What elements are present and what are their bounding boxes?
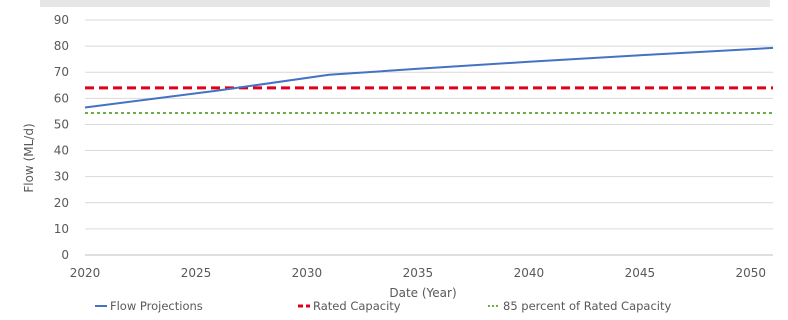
y-tick-label-90: 90 — [54, 13, 69, 27]
cropped-title-band — [40, 0, 770, 7]
y-tick-label-50: 50 — [54, 117, 69, 131]
legend-label-2: Rated Capacity — [313, 299, 401, 313]
y-tick-label-10: 10 — [54, 222, 69, 236]
x-axis-ticks: 2020 2025 2030 2035 2040 2045 2050 — [70, 266, 766, 280]
x-tick-label-2045: 2045 — [625, 266, 656, 280]
series-line-flow-projections — [84, 46, 774, 109]
y-tick-label-40: 40 — [54, 144, 69, 158]
y-axis-ticks: 0 10 20 30 40 50 60 70 80 90 — [54, 13, 69, 262]
legend-label-1: Flow Projections — [110, 299, 203, 313]
x-tick-label-2025: 2025 — [181, 266, 212, 280]
x-tick-label-2035: 2035 — [403, 266, 434, 280]
x-tick-label-2020: 2020 — [70, 266, 101, 280]
x-axis-title: Date (Year) — [389, 286, 456, 300]
legend: Flow Projections Rated Capacity 85 percent… — [95, 299, 672, 313]
y-tick-label-30: 30 — [54, 170, 69, 184]
y-tick-label-80: 80 — [54, 39, 69, 53]
x-tick-label-2040: 2040 — [514, 266, 545, 280]
legend-label-3: 85 percent of Rated Capacity — [503, 299, 672, 313]
y-tick-label-70: 70 — [54, 65, 69, 79]
x-tick-label-2030: 2030 — [292, 266, 323, 280]
x-tick-label-2050: 2050 — [736, 266, 767, 280]
y-tick-label-0: 0 — [61, 248, 69, 262]
gridlines — [85, 19, 773, 230]
series-lines — [84, 46, 774, 114]
y-tick-label-60: 60 — [54, 91, 69, 105]
y-tick-label-20: 20 — [54, 196, 69, 210]
y-axis-title: Flow (ML/d) — [22, 123, 36, 192]
